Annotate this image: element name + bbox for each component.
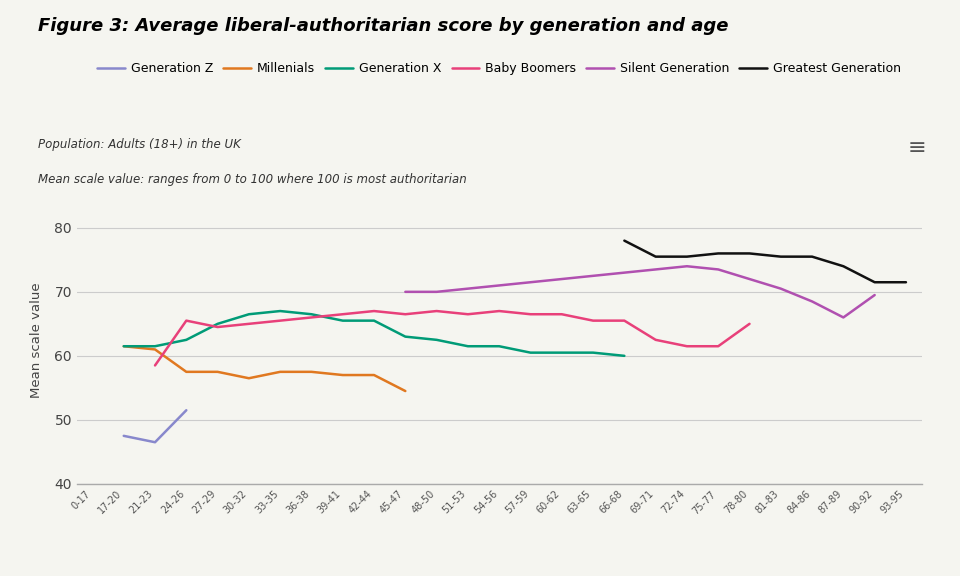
- Generation X: [462, 343, 473, 350]
- Silent Generation: [588, 272, 599, 279]
- Greatest Generation: [744, 250, 756, 257]
- Silent Generation: [462, 285, 473, 292]
- Y-axis label: Mean scale value: Mean scale value: [30, 282, 43, 397]
- Baby Boomers: [369, 308, 380, 314]
- Legend: Generation Z, Millenials, Generation X, Baby Boomers, Silent Generation, Greates: Generation Z, Millenials, Generation X, …: [92, 57, 906, 80]
- Silent Generation: [838, 314, 850, 321]
- Millenials: [399, 388, 411, 395]
- Line: Silent Generation: Silent Generation: [405, 266, 875, 317]
- Millenials: [305, 369, 317, 376]
- Baby Boomers: [243, 320, 254, 327]
- Baby Boomers: [618, 317, 630, 324]
- Millenials: [243, 375, 254, 382]
- Silent Generation: [618, 269, 630, 276]
- Generation X: [399, 333, 411, 340]
- Silent Generation: [682, 263, 693, 270]
- Millenials: [118, 343, 130, 350]
- Greatest Generation: [806, 253, 818, 260]
- Generation X: [337, 317, 348, 324]
- Millenials: [180, 369, 192, 376]
- Generation X: [431, 336, 443, 343]
- Line: Generation X: Generation X: [124, 311, 624, 356]
- Baby Boomers: [493, 308, 505, 314]
- Line: Greatest Generation: Greatest Generation: [624, 241, 906, 282]
- Generation X: [149, 343, 160, 350]
- Generation X: [618, 353, 630, 359]
- Greatest Generation: [682, 253, 693, 260]
- Millenials: [275, 369, 286, 376]
- Millenials: [212, 369, 224, 376]
- Silent Generation: [525, 279, 537, 286]
- Silent Generation: [775, 285, 786, 292]
- Generation Z: [180, 407, 192, 414]
- Silent Generation: [869, 291, 880, 298]
- Millenials: [149, 346, 160, 353]
- Millenials: [337, 372, 348, 378]
- Silent Generation: [744, 275, 756, 282]
- Silent Generation: [556, 275, 567, 282]
- Millenials: [369, 372, 380, 378]
- Greatest Generation: [618, 237, 630, 244]
- Baby Boomers: [682, 343, 693, 350]
- Greatest Generation: [869, 279, 880, 286]
- Baby Boomers: [650, 336, 661, 343]
- Silent Generation: [806, 298, 818, 305]
- Generation X: [493, 343, 505, 350]
- Silent Generation: [650, 266, 661, 273]
- Baby Boomers: [212, 324, 224, 331]
- Baby Boomers: [305, 314, 317, 321]
- Generation Z: [149, 439, 160, 446]
- Generation X: [305, 311, 317, 318]
- Line: Millenials: Millenials: [124, 346, 405, 391]
- Baby Boomers: [149, 362, 160, 369]
- Greatest Generation: [775, 253, 786, 260]
- Generation X: [369, 317, 380, 324]
- Line: Generation Z: Generation Z: [124, 410, 186, 442]
- Text: Figure 3: Average liberal-authoritarian score by generation and age: Figure 3: Average liberal-authoritarian …: [38, 17, 729, 35]
- Silent Generation: [431, 289, 443, 295]
- Silent Generation: [712, 266, 724, 273]
- Silent Generation: [399, 289, 411, 295]
- Greatest Generation: [712, 250, 724, 257]
- Silent Generation: [493, 282, 505, 289]
- Generation X: [118, 343, 130, 350]
- Baby Boomers: [462, 311, 473, 318]
- Baby Boomers: [744, 320, 756, 327]
- Generation X: [180, 336, 192, 343]
- Generation X: [243, 311, 254, 318]
- Baby Boomers: [556, 311, 567, 318]
- Generation X: [212, 320, 224, 327]
- Baby Boomers: [180, 317, 192, 324]
- Baby Boomers: [337, 311, 348, 318]
- Line: Baby Boomers: Baby Boomers: [155, 311, 750, 365]
- Generation X: [588, 349, 599, 356]
- Text: ≡: ≡: [908, 138, 926, 158]
- Text: Mean scale value: ranges from 0 to 100 where 100 is most authoritarian: Mean scale value: ranges from 0 to 100 w…: [38, 173, 468, 186]
- Baby Boomers: [431, 308, 443, 314]
- Greatest Generation: [650, 253, 661, 260]
- Baby Boomers: [588, 317, 599, 324]
- Generation X: [525, 349, 537, 356]
- Greatest Generation: [838, 263, 850, 270]
- Baby Boomers: [399, 311, 411, 318]
- Generation X: [275, 308, 286, 314]
- Generation Z: [118, 433, 130, 439]
- Baby Boomers: [525, 311, 537, 318]
- Baby Boomers: [275, 317, 286, 324]
- Baby Boomers: [712, 343, 724, 350]
- Greatest Generation: [900, 279, 912, 286]
- Text: Population: Adults (18+) in the UK: Population: Adults (18+) in the UK: [38, 138, 241, 151]
- Generation X: [556, 349, 567, 356]
